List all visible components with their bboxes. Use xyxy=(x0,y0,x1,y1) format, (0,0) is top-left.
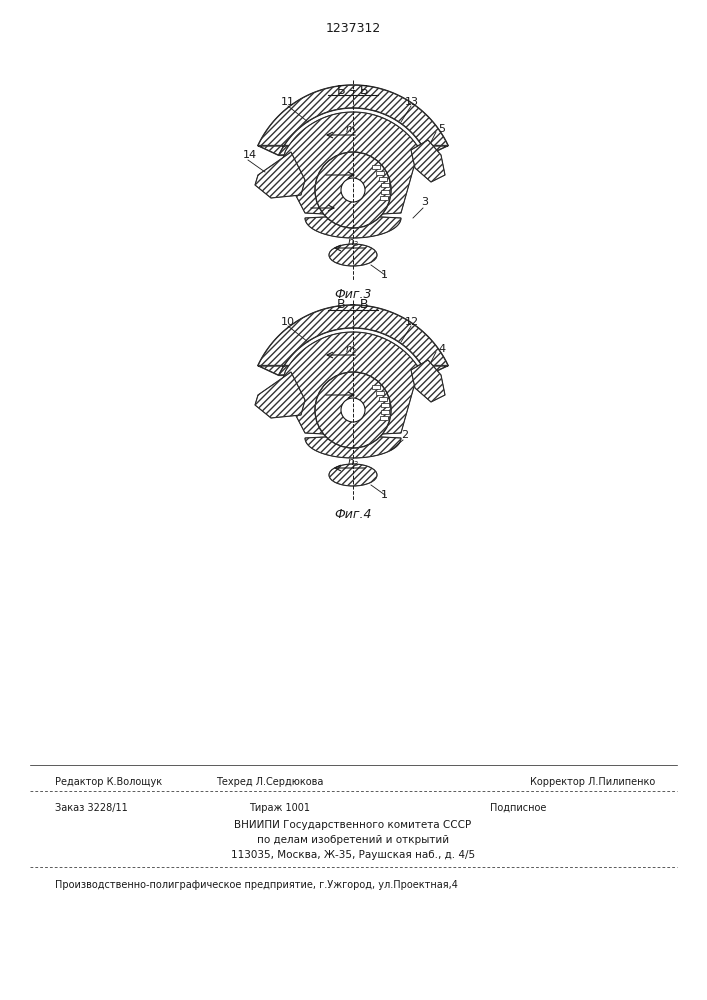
Polygon shape xyxy=(411,360,445,402)
Text: 1: 1 xyxy=(381,490,388,500)
Polygon shape xyxy=(380,183,389,187)
Text: по делам изобретений и открытий: по делам изобретений и открытий xyxy=(257,835,449,845)
Circle shape xyxy=(341,178,365,202)
Text: Фиг.4: Фиг.4 xyxy=(334,508,372,522)
Polygon shape xyxy=(411,140,445,182)
Text: 10: 10 xyxy=(281,317,295,327)
Polygon shape xyxy=(376,391,384,395)
Polygon shape xyxy=(380,196,388,200)
Polygon shape xyxy=(281,112,421,238)
Polygon shape xyxy=(381,190,389,194)
Text: В – В: В – В xyxy=(337,298,369,312)
Text: $n_3$: $n_3$ xyxy=(347,457,359,469)
Polygon shape xyxy=(372,385,380,389)
Text: 11: 11 xyxy=(281,97,295,107)
Text: 4: 4 xyxy=(438,344,445,354)
Text: $n_1$: $n_1$ xyxy=(345,124,357,136)
Polygon shape xyxy=(258,85,448,155)
Text: Корректор Л.Пилипенко: Корректор Л.Пилипенко xyxy=(530,777,655,787)
Polygon shape xyxy=(372,165,380,169)
Text: Б – Б: Б – Б xyxy=(337,84,369,97)
Text: Производственно-полиграфическое предприятие, г.Ужгород, ул.Проектная,4: Производственно-полиграфическое предприя… xyxy=(55,880,458,890)
Polygon shape xyxy=(258,305,448,375)
Text: $n_2$: $n_2$ xyxy=(345,344,357,356)
Polygon shape xyxy=(281,332,421,458)
Text: 1: 1 xyxy=(381,270,388,280)
Text: 13: 13 xyxy=(405,97,419,107)
Text: 3: 3 xyxy=(421,197,428,207)
Text: Тираж 1001: Тираж 1001 xyxy=(250,803,310,813)
Polygon shape xyxy=(381,410,389,414)
Text: Подписное: Подписное xyxy=(490,803,547,813)
Polygon shape xyxy=(255,372,305,418)
Text: Фиг.3: Фиг.3 xyxy=(334,288,372,302)
Text: Редактор К.Волощук: Редактор К.Волощук xyxy=(55,777,162,787)
Polygon shape xyxy=(379,397,387,401)
Circle shape xyxy=(315,372,391,448)
Polygon shape xyxy=(379,177,387,181)
Ellipse shape xyxy=(329,244,377,266)
Text: 113035, Москва, Ж-35, Раушская наб., д. 4/5: 113035, Москва, Ж-35, Раушская наб., д. … xyxy=(231,850,475,860)
Polygon shape xyxy=(380,416,388,420)
Text: 1237312: 1237312 xyxy=(325,22,380,35)
Text: 14: 14 xyxy=(243,150,257,160)
Polygon shape xyxy=(380,403,389,407)
Text: 12: 12 xyxy=(405,317,419,327)
Ellipse shape xyxy=(329,464,377,486)
Text: $n_3$: $n_3$ xyxy=(347,237,359,249)
Polygon shape xyxy=(376,171,384,175)
Text: Техред Л.Сердюкова: Техред Л.Сердюкова xyxy=(216,777,324,787)
Text: ВНИИПИ Государственного комитета СССР: ВНИИПИ Государственного комитета СССР xyxy=(235,820,472,830)
Text: 2: 2 xyxy=(401,430,408,440)
Circle shape xyxy=(341,398,365,422)
Circle shape xyxy=(315,152,391,228)
Polygon shape xyxy=(255,152,305,198)
Text: 5: 5 xyxy=(438,124,445,134)
Text: Заказ 3228/11: Заказ 3228/11 xyxy=(55,803,128,813)
